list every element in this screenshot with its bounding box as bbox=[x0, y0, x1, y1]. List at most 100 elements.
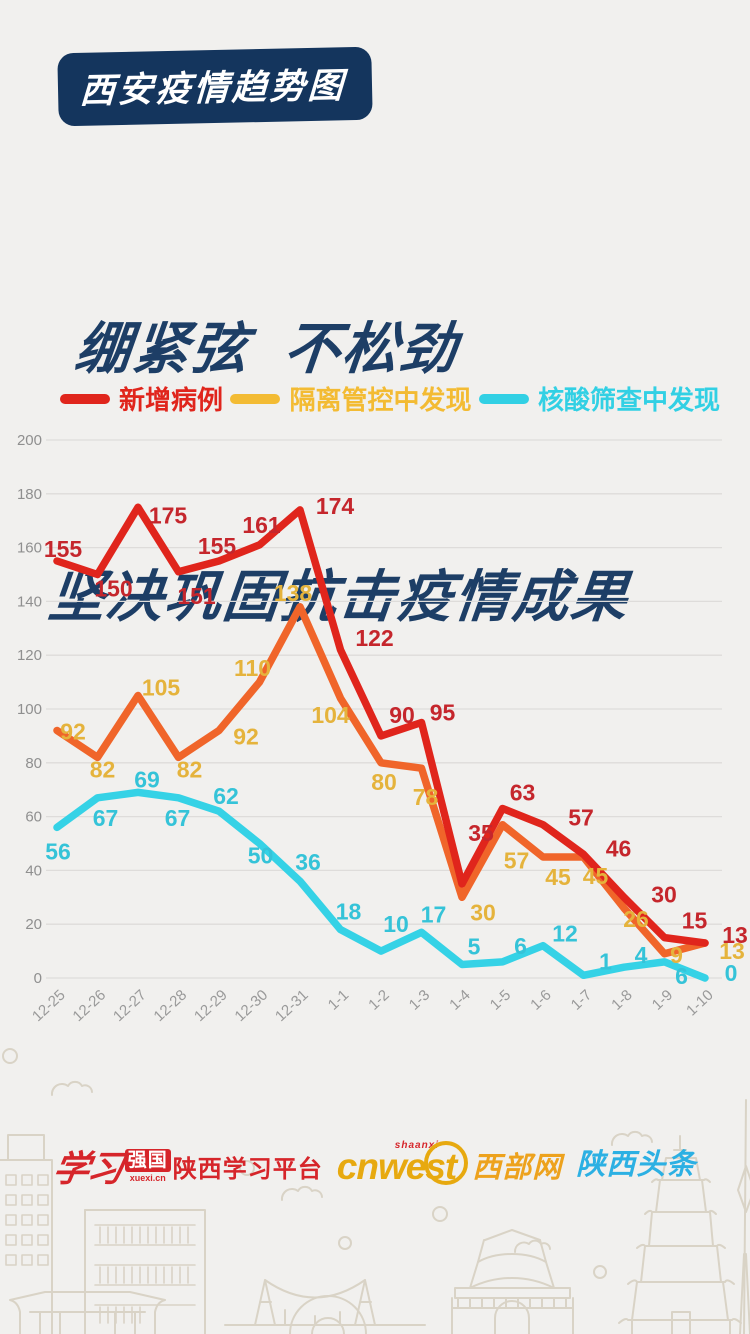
svg-text:82: 82 bbox=[177, 756, 203, 782]
svg-text:1-8: 1-8 bbox=[608, 986, 635, 1013]
svg-text:30: 30 bbox=[651, 881, 677, 907]
svg-text:1-2: 1-2 bbox=[365, 986, 392, 1013]
svg-text:155: 155 bbox=[44, 536, 83, 562]
svg-text:0: 0 bbox=[725, 960, 738, 986]
legend-swatch-red bbox=[60, 393, 110, 404]
svg-text:151: 151 bbox=[177, 583, 216, 609]
xuexi-qiangguo-logo: 学习 强国 xuexi.cn 陕西学习平台 bbox=[50, 1140, 323, 1192]
svg-text:13: 13 bbox=[722, 922, 748, 948]
cnwest-logo: shaanxi cnwest 西部网 bbox=[337, 1140, 563, 1185]
svg-text:200: 200 bbox=[17, 432, 42, 449]
svg-text:45: 45 bbox=[545, 864, 571, 890]
svg-text:120: 120 bbox=[17, 647, 42, 664]
legend-swatch-cyan bbox=[478, 393, 529, 404]
shaanxi-toutiao-logo: 陕西头条 bbox=[576, 1149, 697, 1182]
svg-text:57: 57 bbox=[568, 805, 594, 831]
svg-text:155: 155 bbox=[198, 533, 237, 559]
svg-text:12-28: 12-28 bbox=[151, 986, 191, 1025]
svg-text:80: 80 bbox=[25, 755, 42, 772]
svg-text:15: 15 bbox=[682, 908, 708, 934]
svg-text:161: 161 bbox=[242, 512, 281, 538]
svg-text:57: 57 bbox=[504, 848, 530, 874]
city-skyline-illustration bbox=[0, 1048, 750, 1334]
xuexi-script-text: 学习 bbox=[49, 1148, 125, 1190]
svg-text:1-9: 1-9 bbox=[649, 986, 676, 1013]
svg-text:12: 12 bbox=[552, 921, 578, 947]
svg-text:12-25: 12-25 bbox=[29, 986, 69, 1025]
svg-text:1-5: 1-5 bbox=[487, 986, 514, 1013]
svg-text:5: 5 bbox=[468, 934, 481, 960]
svg-text:10: 10 bbox=[383, 911, 409, 937]
svg-text:20: 20 bbox=[25, 916, 42, 933]
svg-text:18: 18 bbox=[336, 899, 362, 925]
svg-text:50: 50 bbox=[248, 843, 274, 869]
svg-text:35: 35 bbox=[468, 820, 494, 846]
svg-text:92: 92 bbox=[60, 719, 86, 745]
svg-text:122: 122 bbox=[355, 625, 393, 651]
cnwest-ring-icon bbox=[424, 1140, 469, 1185]
svg-text:95: 95 bbox=[430, 699, 456, 725]
cnwest-wordmark: cnwest bbox=[337, 1140, 469, 1185]
svg-text:78: 78 bbox=[413, 784, 439, 810]
svg-text:1-4: 1-4 bbox=[446, 986, 473, 1013]
svg-text:30: 30 bbox=[470, 899, 496, 925]
xibuwang-label: 西部网 bbox=[472, 1151, 563, 1184]
svg-text:174: 174 bbox=[316, 493, 355, 519]
svg-text:1-10: 1-10 bbox=[683, 986, 717, 1019]
svg-text:62: 62 bbox=[213, 783, 239, 809]
svg-text:56: 56 bbox=[45, 838, 71, 864]
qiangguo-box: 强国 bbox=[124, 1148, 171, 1173]
svg-text:36: 36 bbox=[295, 849, 321, 875]
legend-label: 新增病例 bbox=[119, 385, 224, 415]
svg-text:92: 92 bbox=[233, 724, 259, 750]
svg-text:45: 45 bbox=[583, 863, 609, 889]
svg-text:60: 60 bbox=[25, 809, 42, 826]
svg-text:46: 46 bbox=[606, 835, 632, 861]
svg-text:1-7: 1-7 bbox=[568, 986, 595, 1013]
svg-text:6: 6 bbox=[675, 963, 688, 989]
svg-text:80: 80 bbox=[371, 769, 397, 795]
legend-swatch-gold bbox=[230, 393, 281, 404]
svg-text:13: 13 bbox=[719, 938, 745, 964]
svg-text:1-6: 1-6 bbox=[527, 986, 554, 1013]
svg-text:12-30: 12-30 bbox=[232, 986, 272, 1025]
svg-text:69: 69 bbox=[134, 766, 160, 792]
svg-text:150: 150 bbox=[94, 576, 132, 602]
footer-logos: 学习 强国 xuexi.cn 陕西学习平台 shaanxi cnwest 西部网… bbox=[0, 1140, 750, 1192]
legend-label: 核酸筛查中发现 bbox=[537, 385, 720, 415]
cnwest-small-text: shaanxi bbox=[394, 1139, 440, 1151]
legend-label: 隔离管控中发现 bbox=[289, 385, 472, 415]
svg-text:1: 1 bbox=[599, 948, 612, 974]
svg-text:63: 63 bbox=[510, 780, 536, 806]
svg-text:82: 82 bbox=[90, 756, 116, 782]
svg-text:12-29: 12-29 bbox=[191, 986, 231, 1025]
legend-item-quarantine: 隔离管控中发现 bbox=[230, 380, 472, 417]
svg-text:0: 0 bbox=[34, 970, 42, 987]
svg-text:12-27: 12-27 bbox=[110, 986, 150, 1025]
svg-text:160: 160 bbox=[17, 540, 42, 557]
svg-text:17: 17 bbox=[421, 901, 447, 927]
svg-text:180: 180 bbox=[17, 486, 42, 503]
xuexi-url: xuexi.cn bbox=[129, 1173, 166, 1184]
svg-text:67: 67 bbox=[93, 805, 119, 831]
svg-text:110: 110 bbox=[234, 655, 271, 681]
svg-text:104: 104 bbox=[311, 702, 350, 728]
svg-text:140: 140 bbox=[17, 593, 42, 610]
svg-text:26: 26 bbox=[623, 906, 649, 932]
svg-text:1-3: 1-3 bbox=[406, 986, 433, 1013]
svg-text:12-31: 12-31 bbox=[272, 986, 312, 1025]
svg-text:4: 4 bbox=[635, 942, 648, 968]
svg-text:9: 9 bbox=[670, 942, 683, 968]
svg-text:6: 6 bbox=[514, 933, 527, 959]
legend-item-screening: 核酸筛查中发现 bbox=[478, 380, 720, 417]
svg-text:1-1: 1-1 bbox=[325, 986, 352, 1013]
svg-text:12-26: 12-26 bbox=[70, 986, 110, 1025]
chart-legend: 新增病例 隔离管控中发现 核酸筛查中发现 bbox=[60, 380, 720, 417]
shaanxi-platform-label: 陕西学习平台 bbox=[172, 1155, 323, 1183]
svg-text:175: 175 bbox=[149, 502, 188, 528]
svg-text:100: 100 bbox=[17, 701, 42, 718]
svg-text:90: 90 bbox=[389, 702, 415, 728]
svg-text:67: 67 bbox=[165, 805, 191, 831]
